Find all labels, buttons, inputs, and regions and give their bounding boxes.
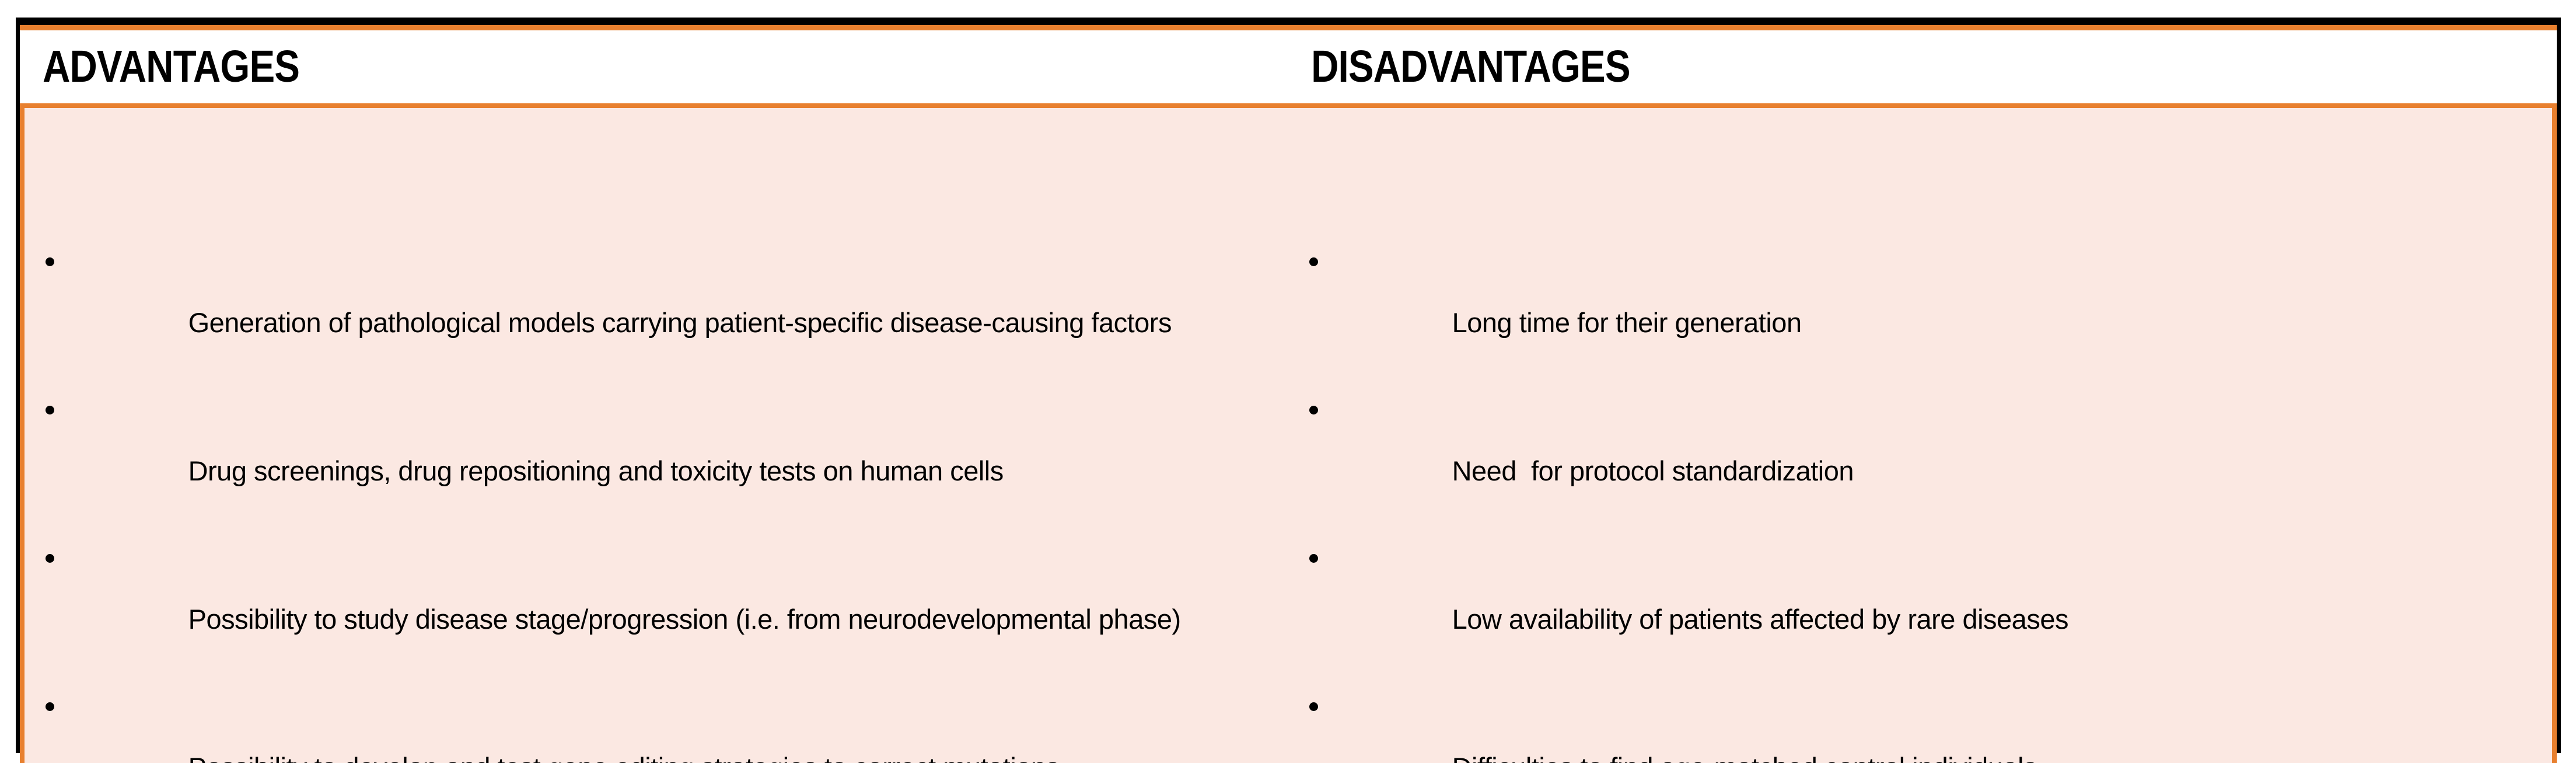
bullet-icon [46, 702, 54, 711]
list-item: Possibility to develop and test gene edi… [25, 692, 1288, 763]
list-item-text: Long time for their generation [1452, 307, 1802, 338]
bullet-icon [46, 554, 54, 563]
list-item: Need for protocol standardization [1288, 395, 2552, 517]
list-item-text: Need for protocol standardization [1452, 455, 1854, 486]
list-item: Possibility to study disease stage/progr… [25, 543, 1288, 665]
bullet-icon [1309, 406, 1318, 414]
advantages-list: Generation of pathological models carryi… [25, 247, 1288, 763]
bullet-icon [1309, 554, 1318, 563]
bullet-icon [1309, 702, 1318, 711]
list-item-text: Difficulties to find age-matched control… [1452, 752, 2037, 763]
bullet-icon [46, 257, 54, 266]
list-item: Difficulties to find age-matched control… [1288, 692, 2552, 763]
list-item: Drug screenings, drug repositioning and … [25, 395, 1288, 517]
list-item-text: Generation of pathological models carryi… [188, 307, 1172, 338]
header-cell-disadvantages: DISADVANTAGES [1288, 30, 2557, 103]
list-item-text: Possibility to study disease stage/progr… [188, 604, 1182, 635]
list-item-text: Drug screenings, drug repositioning and … [188, 455, 1004, 486]
list-item: Long time for their generation [1288, 247, 2552, 368]
bullet-icon [1309, 257, 1318, 266]
disadvantages-header-label: DISADVANTAGES [1311, 41, 1630, 92]
bullet-icon [46, 406, 54, 414]
table-header-row: ADVANTAGES DISADVANTAGES [20, 30, 2557, 103]
disadvantages-list: Long time for their generation Need for … [1288, 247, 2552, 763]
advantages-header-label: ADVANTAGES [43, 41, 300, 92]
list-item: Low availability of patients affected by… [1288, 543, 2552, 665]
top-accent-bar [20, 25, 2557, 30]
list-item-text: Low availability of patients affected by… [1452, 604, 2069, 635]
table-frame: ADVANTAGES DISADVANTAGES Generation of p… [16, 18, 2561, 763]
header-cell-advantages: ADVANTAGES [20, 30, 1288, 103]
list-item: Generation of pathological models carryi… [25, 247, 1288, 368]
table-body-panel: Generation of pathological models carryi… [20, 103, 2557, 763]
list-item-text: Possibility to develop and test gene edi… [188, 752, 1060, 763]
